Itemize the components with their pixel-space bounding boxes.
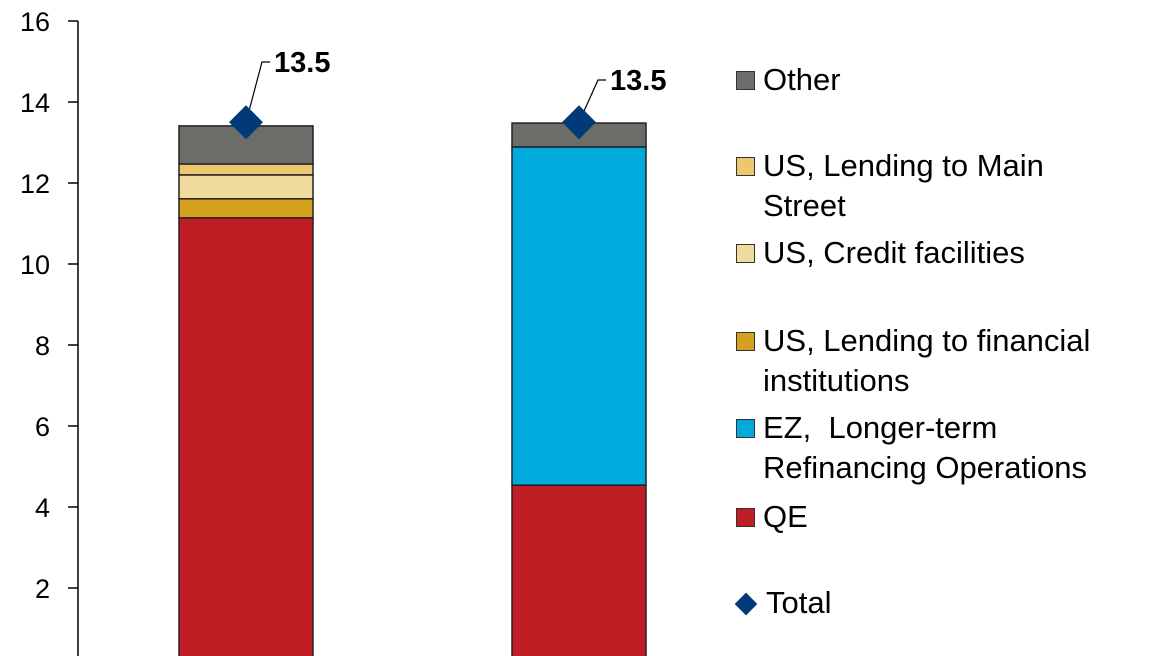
- total-data-label: 13.5: [610, 65, 666, 97]
- data-label-leader: [245, 61, 270, 123]
- legend-swatch: [736, 332, 755, 351]
- legend-label: Total: [766, 585, 832, 620]
- bar-segment: [511, 146, 647, 486]
- legend-item-ltro: EZ, Longer-term Refinancing Operations: [733, 408, 1153, 488]
- total-data-label: 13.5: [274, 47, 330, 79]
- y-tick-label: 12: [20, 169, 50, 199]
- legend-swatch: [736, 244, 755, 263]
- y-tick-label: 8: [35, 331, 50, 361]
- y-tick-label: 10: [20, 250, 50, 280]
- legend-item-total: Total: [733, 583, 831, 623]
- y-tick-label: 2: [35, 574, 50, 604]
- data-label-leader: [578, 79, 606, 123]
- legend-label: US, Credit facilities: [763, 235, 1025, 270]
- legend-label: US, Lending to Main Street: [763, 148, 1044, 223]
- total-marker: [229, 105, 263, 140]
- legend-swatch: [736, 157, 755, 176]
- bar-segment: [178, 174, 314, 200]
- bar-segment: [511, 484, 647, 656]
- y-tick-label: 16: [20, 7, 50, 37]
- legend-label: QE: [763, 499, 808, 534]
- legend-item-lending-financial: US, Lending to financial institutions: [733, 321, 1153, 401]
- y-tick-label: 14: [20, 88, 50, 118]
- legend-label: Other: [763, 62, 841, 97]
- legend-label: EZ, Longer-term Refinancing Operations: [763, 410, 1087, 485]
- legend-item-other: Other: [733, 60, 841, 100]
- legend-item-main-street: US, Lending to Main Street: [733, 146, 1093, 226]
- legend-item-credit-facilities: US, Credit facilities: [733, 233, 1025, 273]
- bar-segment: [178, 163, 314, 176]
- bar-segment: [178, 217, 314, 656]
- legend-item-qe: QE: [733, 497, 808, 537]
- y-tick-label: 4: [35, 493, 50, 523]
- bar-segment: [178, 198, 314, 219]
- legend-label: US, Lending to financial institutions: [763, 323, 1091, 398]
- legend-swatch: [736, 419, 755, 438]
- legend-swatch: [736, 508, 755, 527]
- legend-swatch: [736, 71, 755, 90]
- y-tick-label: 6: [35, 412, 50, 442]
- diamond-icon: [734, 592, 758, 616]
